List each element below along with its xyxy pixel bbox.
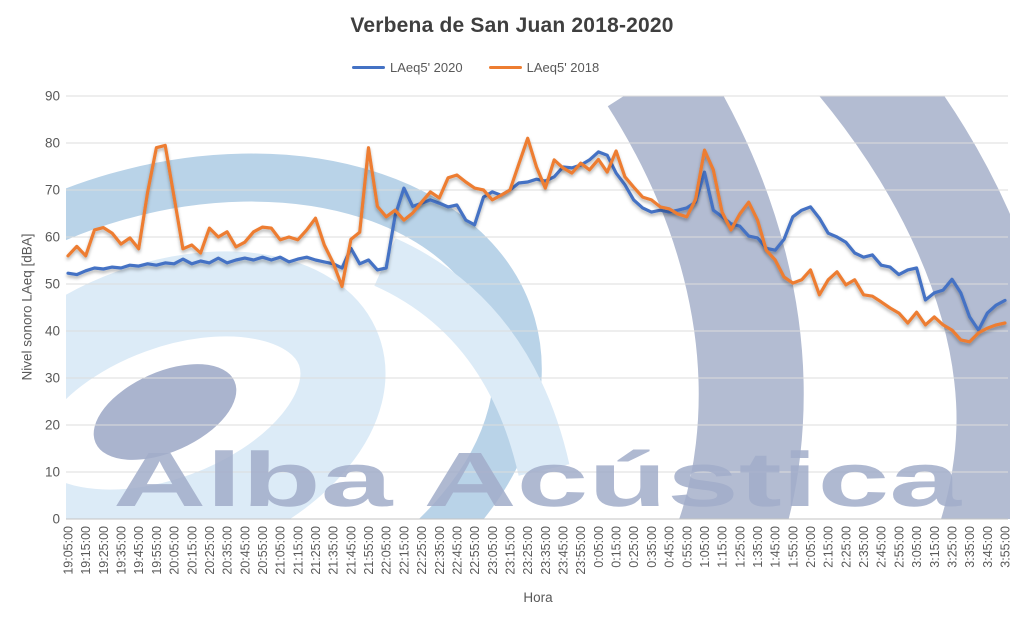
svg-text:22:45:00: 22:45:00 — [450, 526, 464, 575]
svg-text:3:15:00: 3:15:00 — [928, 526, 942, 568]
gridlines: 0 10 20 30 40 50 60 70 80 90 — [45, 89, 1008, 527]
chart-title: Verbena de San Juan 2018-2020 — [350, 14, 674, 37]
svg-text:2:15:00: 2:15:00 — [822, 526, 836, 568]
svg-text:80: 80 — [45, 136, 60, 151]
svg-text:1:05:00: 1:05:00 — [698, 526, 712, 568]
watermark-ring-blue-icon — [66, 153, 542, 519]
svg-text:90: 90 — [45, 89, 60, 104]
legend-label-2020: LAeq5' 2020 — [390, 60, 463, 75]
watermark-band-gray2-icon — [819, 96, 1010, 519]
svg-text:23:55:00: 23:55:00 — [574, 526, 588, 575]
svg-text:20:35:00: 20:35:00 — [221, 526, 235, 575]
series-line-2018 — [66, 136, 1007, 344]
svg-text:20: 20 — [45, 418, 60, 433]
svg-text:22:25:00: 22:25:00 — [415, 526, 429, 575]
y-axis-title: Nivel sonoro LAeq [dBA] — [19, 233, 35, 381]
svg-text:21:35:00: 21:35:00 — [327, 526, 341, 575]
svg-text:19:35:00: 19:35:00 — [115, 526, 129, 575]
svg-text:3:05:00: 3:05:00 — [910, 526, 924, 568]
svg-text:50: 50 — [45, 277, 60, 292]
x-axis-title: Hora — [523, 590, 553, 605]
svg-text:1:25:00: 1:25:00 — [733, 526, 747, 568]
svg-text:23:35:00: 23:35:00 — [539, 526, 553, 575]
svg-text:22:05:00: 22:05:00 — [380, 526, 394, 575]
svg-text:10: 10 — [45, 465, 60, 480]
svg-text:3:25:00: 3:25:00 — [945, 526, 959, 568]
legend: LAeq5' 2020 LAeq5' 2018 — [352, 60, 599, 75]
watermark-ring-pale-icon — [66, 251, 386, 519]
svg-text:20:45:00: 20:45:00 — [238, 526, 252, 575]
legend-line-swatch-2020-icon — [352, 65, 385, 70]
legend-line-swatch-2018-icon — [488, 65, 522, 70]
svg-text:19:55:00: 19:55:00 — [150, 526, 164, 575]
svg-text:0: 0 — [52, 512, 60, 527]
svg-text:22:15:00: 22:15:00 — [397, 526, 411, 575]
svg-text:40: 40 — [45, 324, 60, 339]
svg-text:3:45:00: 3:45:00 — [981, 526, 995, 568]
svg-text:3:35:00: 3:35:00 — [963, 526, 977, 568]
svg-text:22:35:00: 22:35:00 — [433, 526, 447, 575]
series-line-2020 — [66, 150, 1007, 332]
watermark-dot-icon — [93, 364, 237, 460]
watermark-text: Alba Acústica — [113, 437, 963, 523]
x-axis-tick-labels: 19:05:00 19:15:00 19:25:00 19:35:00 19:45:00… — [62, 526, 1013, 575]
svg-text:23:45:00: 23:45:00 — [557, 526, 571, 575]
svg-text:2:05:00: 2:05:00 — [804, 526, 818, 568]
svg-text:1:45:00: 1:45:00 — [769, 526, 783, 568]
svg-text:23:15:00: 23:15:00 — [503, 526, 517, 575]
svg-text:21:55:00: 21:55:00 — [362, 526, 376, 575]
svg-text:20:55:00: 20:55:00 — [256, 526, 270, 575]
svg-text:19:15:00: 19:15:00 — [79, 526, 93, 575]
legend-item-2020: LAeq5' 2020 — [352, 60, 463, 75]
svg-text:20:25:00: 20:25:00 — [203, 526, 217, 575]
svg-text:23:25:00: 23:25:00 — [521, 526, 535, 575]
svg-text:21:45:00: 21:45:00 — [344, 526, 358, 575]
svg-text:0:25:00: 0:25:00 — [627, 526, 641, 568]
svg-text:60: 60 — [45, 230, 60, 245]
svg-text:19:25:00: 19:25:00 — [97, 526, 111, 575]
svg-text:22:55:00: 22:55:00 — [468, 526, 482, 575]
svg-text:0:55:00: 0:55:00 — [680, 526, 694, 568]
svg-text:21:05:00: 21:05:00 — [274, 526, 288, 575]
svg-text:21:25:00: 21:25:00 — [309, 526, 323, 575]
legend-item-2018: LAeq5' 2018 — [488, 60, 600, 75]
svg-text:0:05:00: 0:05:00 — [592, 526, 606, 568]
svg-text:2:35:00: 2:35:00 — [857, 526, 871, 568]
svg-text:0:35:00: 0:35:00 — [645, 526, 659, 568]
svg-text:2:55:00: 2:55:00 — [892, 526, 906, 568]
svg-text:21:15:00: 21:15:00 — [291, 526, 305, 575]
svg-text:1:35:00: 1:35:00 — [751, 526, 765, 568]
legend-label-2018: LAeq5' 2018 — [526, 60, 600, 75]
svg-text:20:15:00: 20:15:00 — [185, 526, 199, 575]
svg-text:20:05:00: 20:05:00 — [168, 526, 182, 575]
svg-text:19:05:00: 19:05:00 — [62, 526, 76, 575]
svg-text:2:25:00: 2:25:00 — [839, 526, 853, 568]
svg-text:0:15:00: 0:15:00 — [610, 526, 624, 568]
svg-text:3:55:00: 3:55:00 — [999, 526, 1013, 568]
svg-text:1:15:00: 1:15:00 — [716, 526, 730, 568]
svg-text:19:45:00: 19:45:00 — [132, 526, 146, 575]
svg-text:23:05:00: 23:05:00 — [486, 526, 500, 575]
svg-text:70: 70 — [45, 183, 60, 198]
svg-text:30: 30 — [45, 371, 60, 386]
svg-text:2:45:00: 2:45:00 — [875, 526, 889, 568]
svg-text:1:55:00: 1:55:00 — [786, 526, 800, 568]
svg-text:0:45:00: 0:45:00 — [663, 526, 677, 568]
watermark-arc-pale-icon — [373, 238, 570, 476]
